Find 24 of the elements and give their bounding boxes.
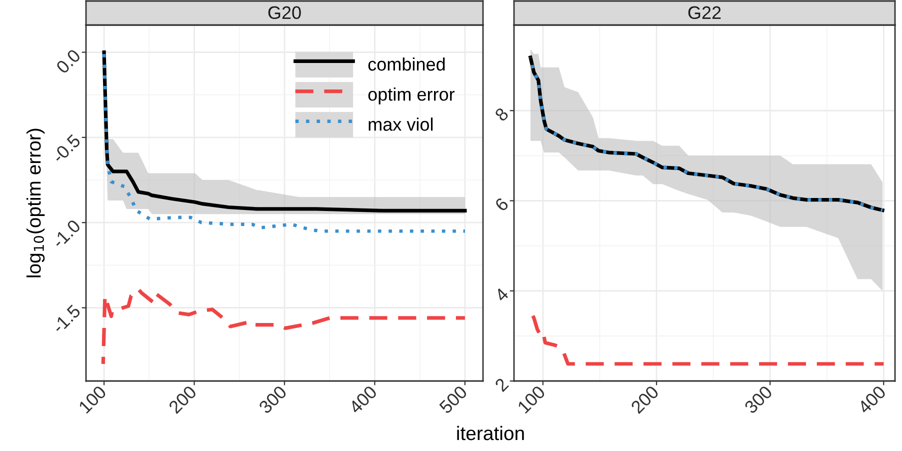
y-tick-label: -0.5 bbox=[51, 134, 82, 164]
x-tick-label: 400 bbox=[857, 384, 887, 414]
y-tick-label: 4 bbox=[494, 287, 510, 302]
y-tick-label: 2 bbox=[494, 377, 509, 392]
chart-title: G22 bbox=[688, 6, 721, 20]
y-tick-label: 0.0 bbox=[55, 48, 82, 74]
chart-title: G20 bbox=[268, 6, 301, 20]
x-tick-label: 500 bbox=[438, 384, 468, 414]
legend-label: combined bbox=[368, 57, 445, 71]
legend-label: max viol bbox=[368, 118, 433, 131]
x-axis-title: iteration bbox=[457, 426, 524, 440]
y-tick-label: -1.0 bbox=[51, 218, 82, 249]
x-tick-label: 100 bbox=[517, 384, 546, 414]
y-axis-title: log$_{10}$(optim error) bbox=[26, 128, 45, 278]
x-tick-label: 400 bbox=[348, 384, 378, 414]
x-tick-label: 300 bbox=[744, 384, 774, 414]
y-tick-label: 6 bbox=[494, 197, 510, 212]
x-tick-label: 200 bbox=[630, 384, 660, 414]
legend-label: optim error bbox=[368, 88, 455, 104]
x-tick-label: 100 bbox=[78, 384, 107, 414]
x-tick-label: 300 bbox=[258, 384, 288, 414]
y-tick-label: -1.5 bbox=[51, 304, 82, 334]
y-tick-label: 8 bbox=[494, 106, 510, 122]
x-tick-label: 200 bbox=[168, 384, 198, 414]
